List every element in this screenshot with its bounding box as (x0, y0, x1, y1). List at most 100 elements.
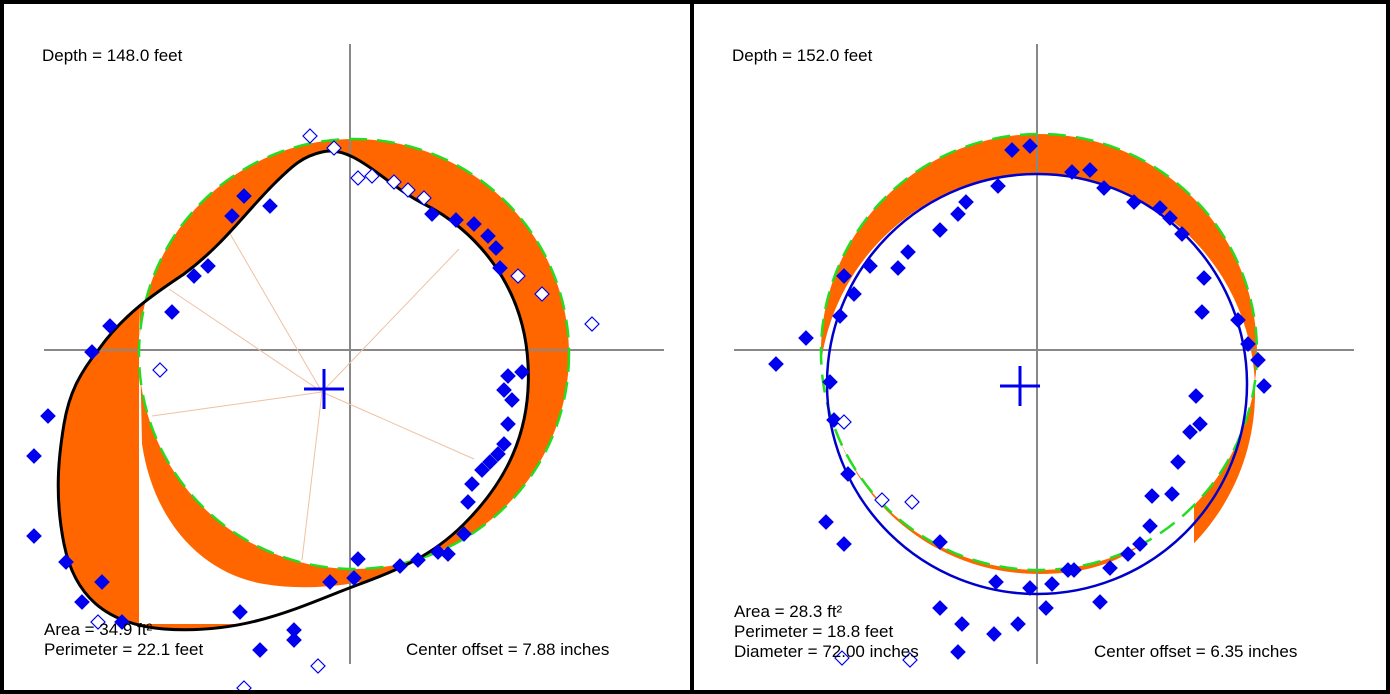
diamond-filled-icon (1044, 576, 1060, 592)
diamond-open-icon (310, 658, 326, 674)
diamond-filled-icon (1082, 162, 1098, 178)
diamond-filled-icon (1096, 180, 1112, 196)
diamond-filled-icon (826, 412, 842, 428)
diamond-filled-icon (480, 228, 496, 244)
diamond-filled-icon (84, 344, 100, 360)
diamond-filled-icon (114, 614, 130, 630)
diamond-filled-icon (94, 574, 110, 590)
diamond-open-icon (236, 680, 252, 690)
diamond-filled-icon (466, 216, 482, 232)
diamond-filled-icon (958, 194, 974, 210)
diamond-filled-icon (496, 382, 512, 398)
diamond-filled-icon (1182, 424, 1198, 440)
diamond-filled-icon (1192, 416, 1208, 432)
diamond-filled-icon (58, 554, 74, 570)
diamond-open-icon (326, 140, 342, 156)
left-perimeter-label: Perimeter = 22.1 feet (44, 640, 204, 659)
diamond-filled-icon (1132, 536, 1148, 552)
diamond-filled-icon (504, 392, 520, 408)
right-area-label: Area = 28.3 ft² (734, 602, 843, 621)
diamond-open-icon (904, 494, 920, 510)
diamond-filled-icon (932, 534, 948, 550)
diamond-filled-icon (492, 260, 508, 276)
plus-icon (1000, 366, 1040, 406)
diamond-filled-icon (26, 448, 42, 464)
left-radial-lines (151, 231, 475, 561)
diamond-filled-icon (262, 198, 278, 214)
diamond-filled-icon (1022, 138, 1038, 154)
right-ring-mask (814, 364, 1194, 664)
diamond-filled-icon (488, 240, 504, 256)
diamond-filled-icon (822, 374, 838, 390)
left-ring-mask (139, 304, 434, 624)
diamond-filled-icon (932, 600, 948, 616)
diamond-filled-icon (74, 594, 90, 610)
diamond-filled-icon (440, 546, 456, 562)
diamond-filled-icon (286, 632, 302, 648)
diamond-filled-icon (1250, 352, 1266, 368)
diamond-filled-icon (350, 551, 366, 567)
diamond-filled-icon (900, 244, 916, 260)
right-plot (734, 44, 1354, 668)
diamond-filled-icon (840, 466, 856, 482)
left-panel: Depth = 148.0 feet Area = 34.9 ft² Perim… (0, 0, 694, 694)
left-reference-circle (137, 137, 571, 571)
diamond-filled-icon (1064, 164, 1080, 180)
diamond-open-icon (386, 174, 402, 190)
diamond-filled-icon (392, 558, 408, 574)
diamond-filled-icon (1066, 562, 1082, 578)
diamond-open-icon (510, 268, 526, 284)
diamond-filled-icon (1092, 594, 1108, 610)
diamond-open-icon (400, 182, 416, 198)
diamond-filled-icon (464, 476, 480, 492)
left-center-offset-label: Center offset = 7.88 inches (406, 640, 610, 659)
diamond-filled-icon (986, 626, 1002, 642)
diamond-filled-icon (224, 208, 240, 224)
diamond-open-icon (584, 316, 600, 332)
diamond-filled-icon (798, 330, 814, 346)
diamond-open-icon (350, 170, 366, 186)
diamond-filled-icon (200, 258, 216, 274)
diamond-filled-icon (1010, 616, 1026, 632)
diamond-filled-icon (102, 318, 118, 334)
diamond-filled-icon (40, 408, 56, 424)
diamond-filled-icon (1142, 518, 1158, 534)
diamond-filled-icon (890, 260, 906, 276)
diamond-filled-icon (818, 514, 834, 530)
right-data-points (768, 138, 1272, 668)
diamond-filled-icon (252, 642, 268, 658)
diamond-filled-icon (862, 258, 878, 274)
diamond-filled-icon (26, 528, 42, 544)
diamond-open-icon (416, 190, 432, 206)
diamond-open-icon (836, 414, 852, 430)
diamond-filled-icon (1022, 580, 1038, 596)
left-depth-label: Depth = 148.0 feet (42, 46, 183, 65)
diamond-filled-icon (456, 526, 472, 542)
diamond-filled-icon (1174, 226, 1190, 242)
diamond-filled-icon (1038, 600, 1054, 616)
diamond-open-icon (90, 614, 106, 630)
diamond-filled-icon (1240, 336, 1256, 352)
diamond-filled-icon (954, 616, 970, 632)
diamond-filled-icon (1004, 142, 1020, 158)
diamond-filled-icon (496, 436, 512, 452)
left-ring-fill (58, 139, 569, 630)
diamond-filled-icon (1126, 194, 1142, 210)
left-area-label: Area = 34.9 ft² (44, 620, 153, 639)
diamond-filled-icon (1256, 378, 1272, 394)
right-diameter-label: Diameter = 72.00 inches (734, 642, 919, 661)
diamond-filled-icon (1120, 546, 1136, 562)
diamond-filled-icon (460, 494, 476, 510)
diamond-filled-icon (232, 604, 248, 620)
diamond-filled-icon (836, 536, 852, 552)
diamond-filled-icon (1144, 488, 1160, 504)
right-center-offset-label: Center offset = 6.35 inches (1094, 642, 1298, 661)
diamond-filled-icon (1194, 304, 1210, 320)
diamond-filled-icon (836, 268, 852, 284)
diamond-filled-icon (500, 416, 516, 432)
right-panel: Depth = 152.0 feet Area = 28.3 ft² Perim… (690, 0, 1390, 694)
diamond-filled-icon (990, 178, 1006, 194)
left-data-points (26, 128, 600, 690)
left-plot (26, 44, 664, 690)
